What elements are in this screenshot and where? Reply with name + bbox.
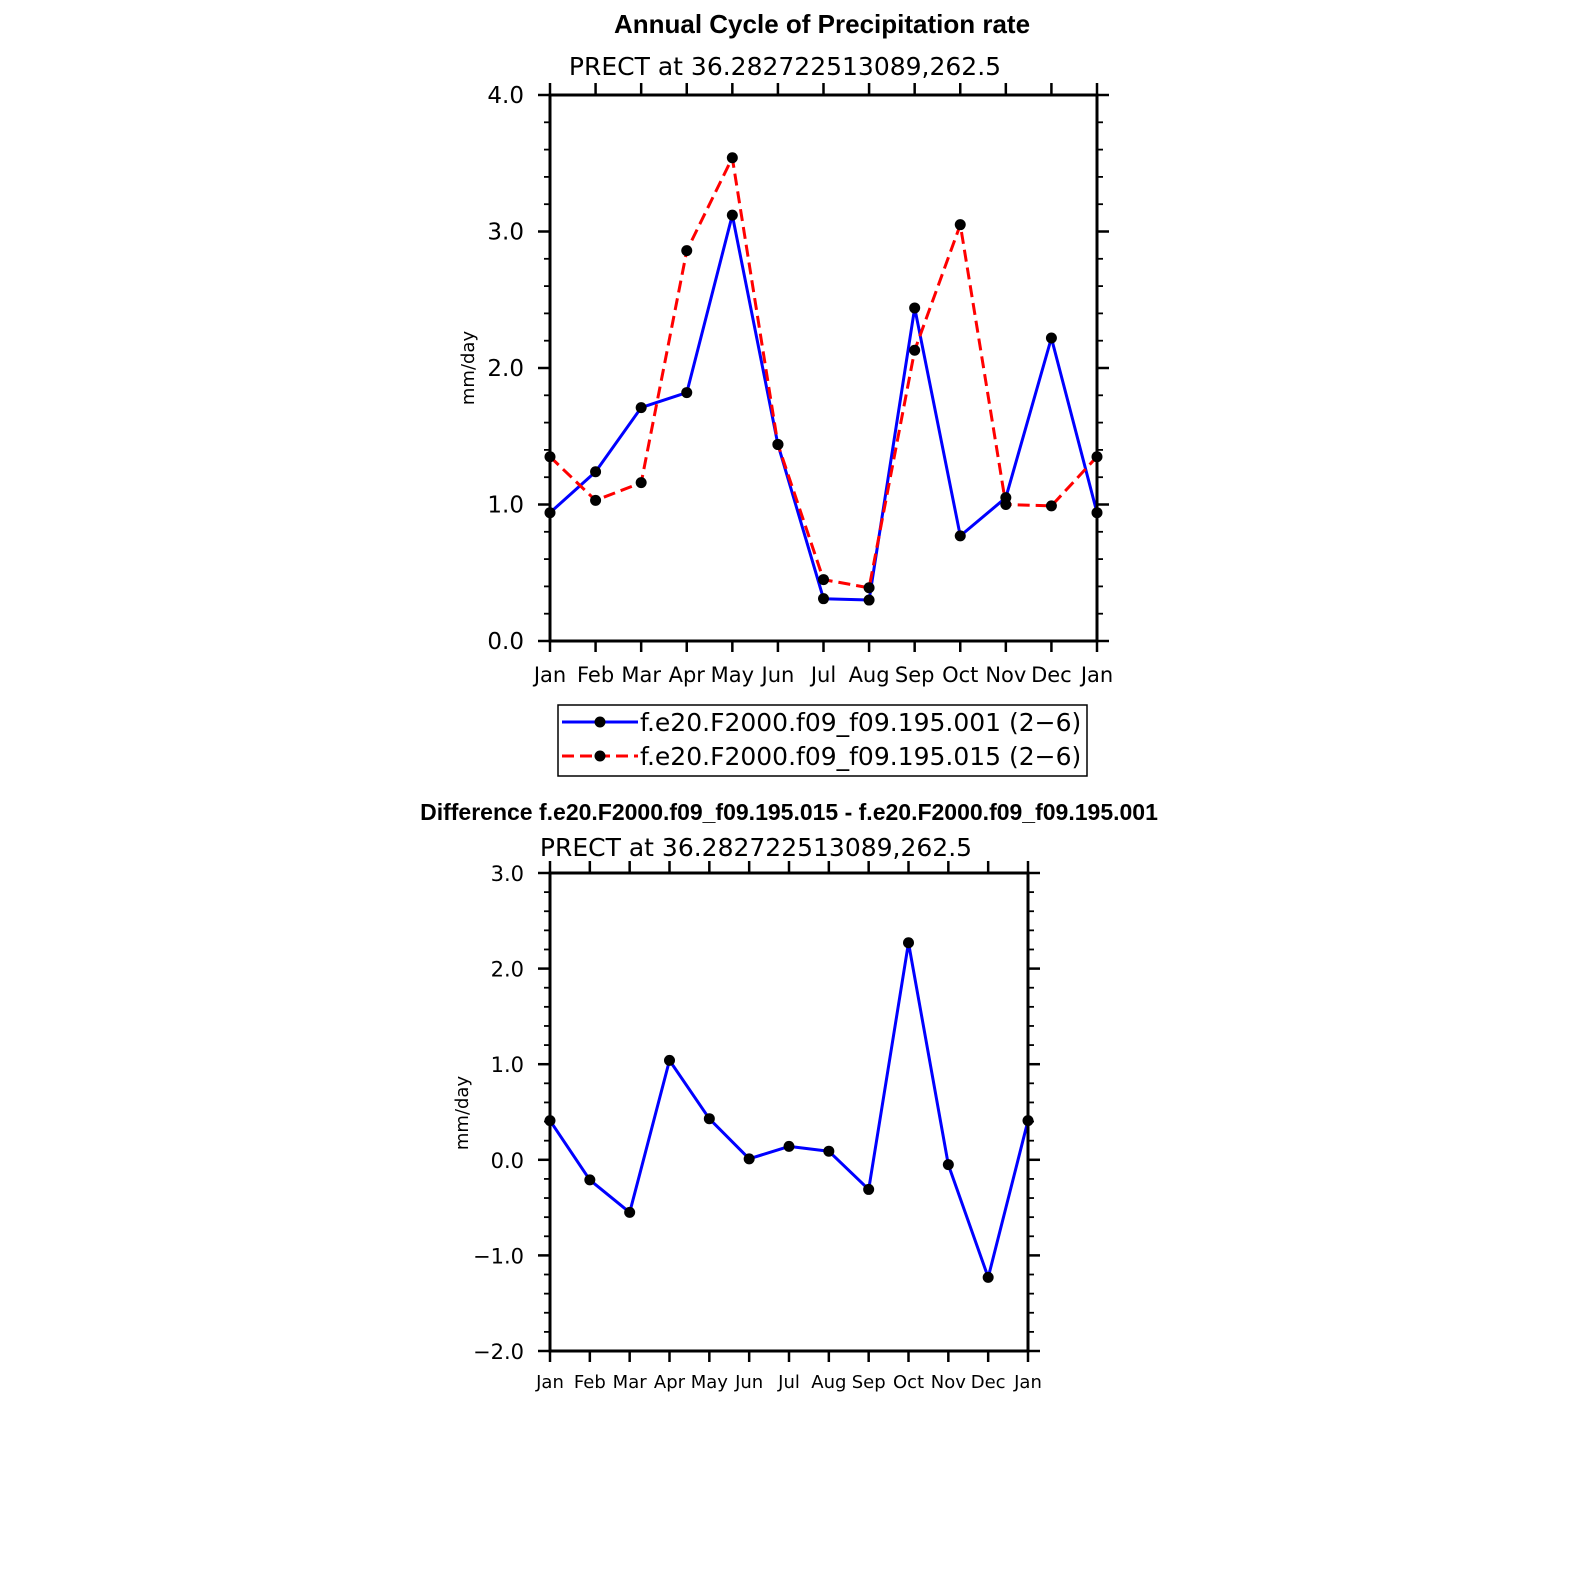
x-tick-label: Jun bbox=[760, 663, 795, 687]
legend-box bbox=[557, 704, 1088, 777]
y-tick-labels: 0.0 1.0 2.0 3.0 4.0 bbox=[487, 83, 524, 655]
data-point-series-1 bbox=[624, 1206, 636, 1218]
y-tick-label: 3.0 bbox=[487, 220, 524, 246]
data-point-series-2 bbox=[1045, 500, 1057, 512]
x-tick-label: Dec bbox=[1031, 663, 1072, 687]
x-tick-label: Aug bbox=[849, 663, 890, 687]
data-point-series-1 bbox=[982, 1271, 994, 1283]
x-tick-label: Aug bbox=[811, 1372, 846, 1393]
data-point-series-1 bbox=[909, 302, 921, 314]
x-tick-label: Oct bbox=[942, 663, 978, 687]
data-point-series-1 bbox=[590, 466, 602, 478]
tick-group bbox=[538, 861, 1040, 1362]
data-point-series-1 bbox=[1045, 332, 1057, 344]
legend-marker-series-2 bbox=[594, 750, 606, 762]
chart-subtitle: PRECT at 36.282722513089,262.5 bbox=[569, 52, 1001, 81]
precip-difference-chart: Difference f.e20.F2000.f09_f09.195.015 -… bbox=[420, 799, 1158, 1393]
chart-title: Difference f.e20.F2000.f09_f09.195.015 -… bbox=[420, 799, 1158, 825]
x-tick-label: Sep bbox=[852, 1372, 886, 1393]
chart-title: Annual Cycle of Precipitation rate bbox=[614, 9, 1030, 39]
x-tick-label: Feb bbox=[577, 663, 614, 687]
x-tick-label: Mar bbox=[621, 663, 661, 687]
data-point-series-2 bbox=[1000, 499, 1012, 510]
data-point-series-2 bbox=[818, 574, 829, 586]
data-point-series-2 bbox=[726, 152, 738, 164]
series-line-2 bbox=[548, 156, 1099, 590]
x-tick-label: Dec bbox=[971, 1372, 1006, 1393]
series-line-1 bbox=[548, 941, 1030, 1279]
x-tick-label: Sep bbox=[895, 663, 935, 687]
data-point-series-2 bbox=[772, 438, 784, 450]
y-tick-label: 1.0 bbox=[487, 493, 524, 519]
y-tick-labels: −2.0 −1.0 0.0 1.0 2.0 3.0 bbox=[473, 862, 524, 1364]
x-tick-label: Jan bbox=[535, 1372, 564, 1393]
y-tick-label: 2.0 bbox=[487, 356, 524, 382]
y-axis-label: mm/day bbox=[452, 1076, 473, 1151]
x-tick-label: Jan bbox=[1079, 663, 1113, 687]
plot-frame bbox=[548, 871, 1030, 1353]
x-tick-labels: Jan Feb Mar Apr May Jun Jul Aug Sep Oct Nov Dec Jan bbox=[535, 1372, 1042, 1393]
data-point-series-1 bbox=[703, 1113, 715, 1125]
data-point-series-1 bbox=[681, 387, 693, 399]
data-point-series-1 bbox=[942, 1159, 954, 1171]
series-lines bbox=[548, 941, 1030, 1279]
y-tick-label: −2.0 bbox=[473, 1340, 524, 1364]
x-tick-label: Jun bbox=[734, 1372, 763, 1393]
legend-label-series-1: f.e20.F2000.f09_f09.195.001 (2−6) bbox=[640, 708, 1081, 737]
y-tick-label: 1.0 bbox=[491, 1053, 524, 1077]
y-tick-label: 0.0 bbox=[491, 1149, 524, 1173]
data-point-series-1 bbox=[743, 1153, 755, 1165]
data-point-series-1 bbox=[863, 1183, 875, 1195]
x-tick-label: Jul bbox=[777, 1372, 800, 1393]
tick-group bbox=[538, 83, 1109, 652]
data-point-series-1 bbox=[635, 402, 647, 414]
y-tick-label: 2.0 bbox=[491, 958, 524, 982]
data-point-series-1 bbox=[903, 937, 914, 949]
data-point-series-1 bbox=[664, 1054, 675, 1066]
data-point-series-1 bbox=[823, 1145, 835, 1157]
x-tick-label: Nov bbox=[931, 1372, 966, 1393]
data-point-series-2 bbox=[681, 245, 693, 257]
y-axis-label: mm/day bbox=[458, 331, 479, 406]
series-line-1 bbox=[548, 213, 1099, 602]
data-point-series-1 bbox=[954, 530, 966, 542]
y-tick-label: 3.0 bbox=[491, 862, 524, 886]
data-point-series-2 bbox=[590, 494, 602, 506]
data-point-series-1 bbox=[783, 1140, 795, 1152]
x-tick-label: Nov bbox=[985, 663, 1026, 687]
legend: f.e20.F2000.f09_f09.195.001 (2−6) f.e20.… bbox=[557, 704, 1088, 777]
data-point-series-1 bbox=[584, 1174, 596, 1186]
plot-frame bbox=[548, 93, 1099, 643]
y-tick-label: 4.0 bbox=[487, 83, 524, 109]
precip-annual-cycle-chart: Annual Cycle of Precipitation rate PRECT… bbox=[458, 9, 1113, 777]
data-point-series-2 bbox=[635, 477, 647, 489]
y-tick-label: −1.0 bbox=[473, 1244, 524, 1268]
x-tick-label: Oct bbox=[893, 1372, 924, 1393]
y-tick-label: 0.0 bbox=[487, 629, 524, 655]
x-tick-label: Jan bbox=[532, 663, 566, 687]
legend-label-series-2: f.e20.F2000.f09_f09.195.015 (2−6) bbox=[640, 742, 1081, 771]
data-point-series-1 bbox=[818, 593, 829, 605]
x-tick-label: Mar bbox=[613, 1372, 648, 1393]
data-point-series-1 bbox=[726, 209, 738, 221]
data-point-series-2 bbox=[909, 344, 921, 356]
x-tick-label: Apr bbox=[669, 663, 706, 687]
chart-subtitle: PRECT at 36.282722513089,262.5 bbox=[540, 833, 972, 862]
x-tick-label: Jul bbox=[809, 663, 836, 687]
x-tick-label: Jan bbox=[1013, 1372, 1042, 1393]
series-points bbox=[544, 937, 1034, 1283]
x-tick-label: May bbox=[711, 663, 754, 687]
x-tick-label: Apr bbox=[654, 1372, 686, 1393]
data-point-series-1 bbox=[863, 594, 875, 606]
data-point-series-2 bbox=[863, 582, 875, 594]
series-points bbox=[544, 152, 1103, 606]
x-tick-label: Feb bbox=[574, 1372, 606, 1393]
x-tick-label: May bbox=[691, 1372, 729, 1393]
data-point-series-2 bbox=[954, 219, 966, 231]
legend-marker-series-1 bbox=[594, 716, 606, 728]
x-tick-labels: Jan Feb Mar Apr May Jun Jul Aug Sep Oct Nov Dec Jan bbox=[532, 663, 1113, 687]
series-lines bbox=[548, 156, 1099, 602]
